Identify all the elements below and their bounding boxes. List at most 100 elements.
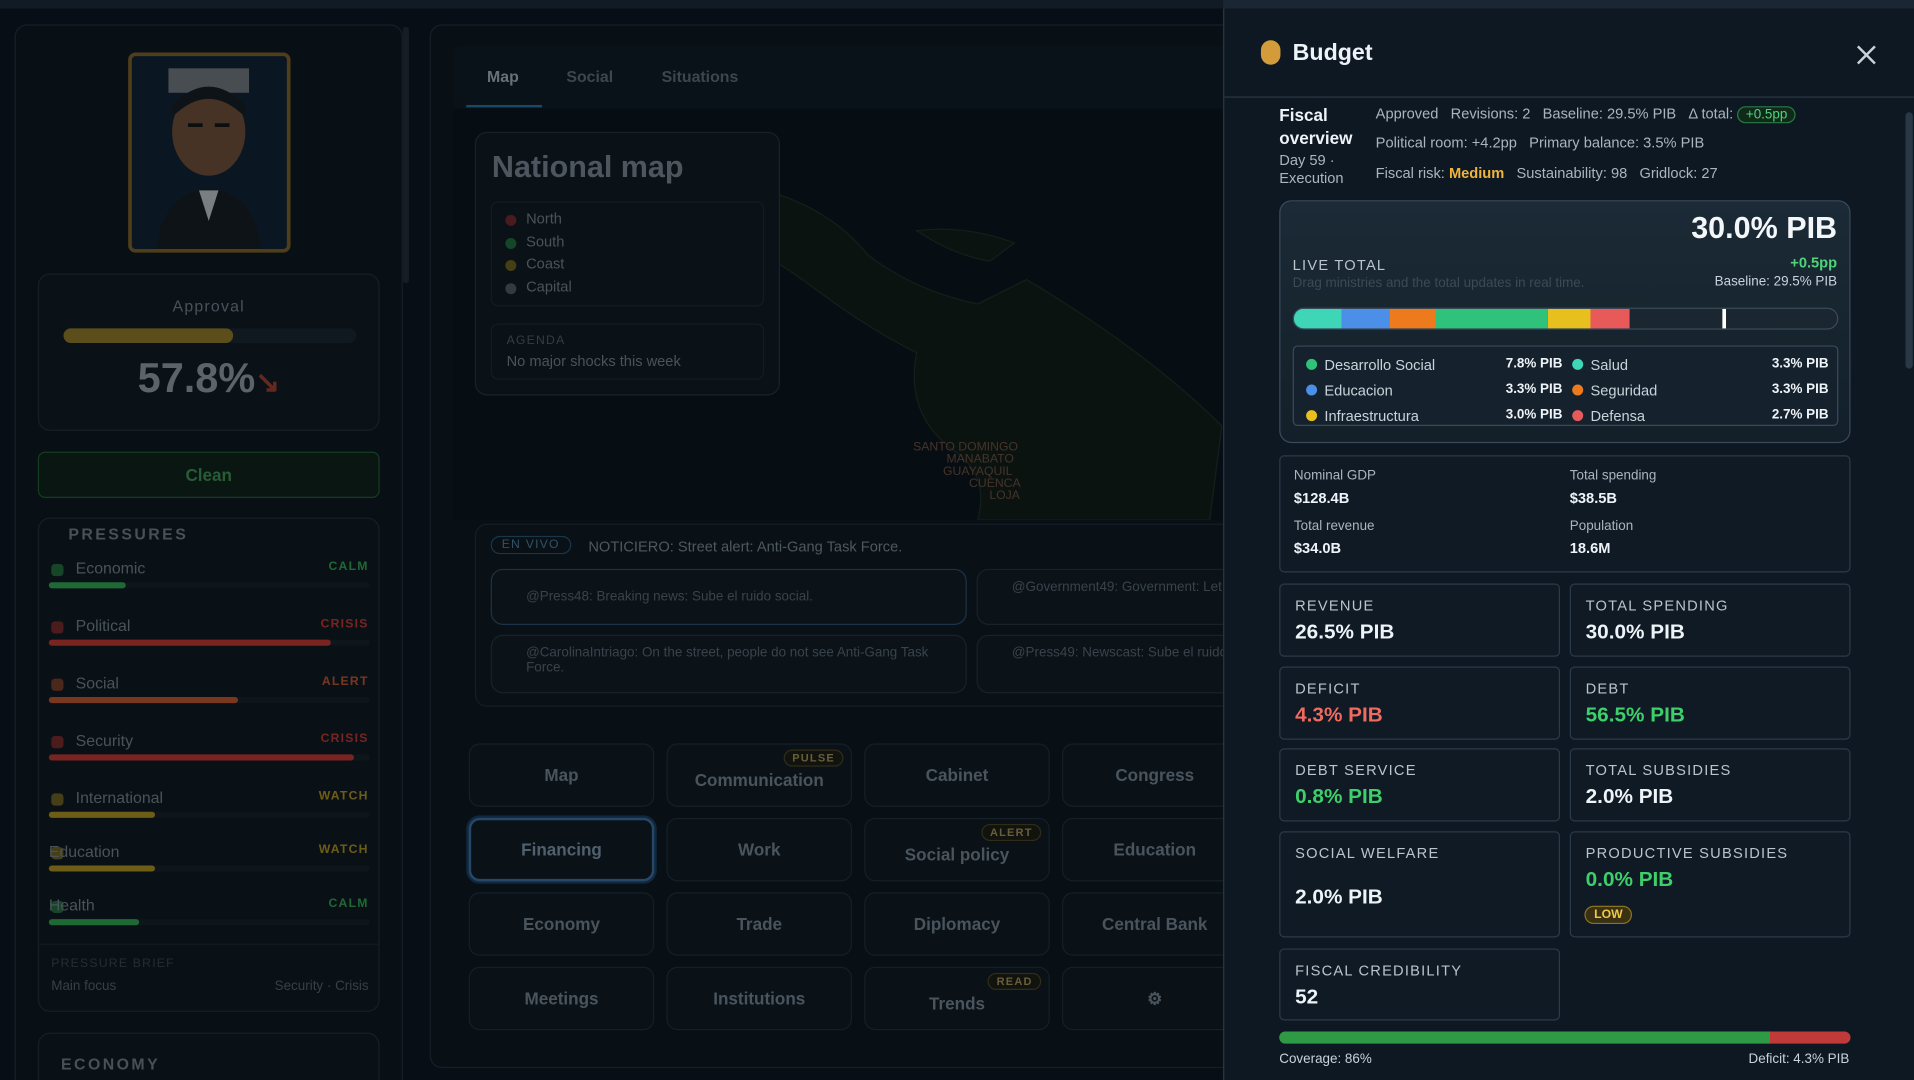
metric-card: PRODUCTIVE SUBSIDIES 0.0% PIB LOW [1569,831,1851,938]
live-baseline: Baseline: 29.5% PIB [1714,274,1838,290]
stat-value: $34.0B [1293,539,1342,557]
news-post[interactable]: @CarolinaIntriago: On the street, people… [490,634,967,694]
scrollbar [402,26,409,284]
metric-card: FISCAL CREDIBILITY 52 [1279,948,1561,1021]
nav-button[interactable]: Financing [468,817,655,882]
ministry-dot [1306,358,1318,370]
metric-value: 4.3% PIB [1295,703,1383,727]
metric-label: PRODUCTIVE SUBSIDIES [1585,844,1789,862]
live-total-value: 30.0% PIB [1691,211,1838,246]
total-marker [1722,308,1726,329]
ministry-value: 3.3% PIB [1505,382,1563,397]
stat-value: $128.4B [1293,489,1350,507]
map-title: National map [491,150,684,185]
pressure-status: WATCH [318,843,369,857]
baseline: Baseline: 29.5% PIB [1542,104,1677,123]
overview-row2: Political room: +4.2pp Primary balance: … [1376,134,1705,151]
close-button[interactable] [1854,43,1878,67]
nav-button[interactable]: Cabinet [864,743,1050,807]
stat-value: 18.6M [1569,539,1611,557]
metric-card: SOCIAL WELFARE 2.0% PIB [1279,831,1561,938]
nav-button[interactable]: Economy [468,892,655,956]
pressure-bar [48,865,155,872]
tab[interactable]: Social [566,67,614,86]
nav-label: ⚙ [1147,988,1163,1008]
pressure-status: ALERT [321,675,369,689]
approved: Approved [1375,104,1439,123]
allocation-segment [1341,308,1389,329]
map-label: LOJA [989,489,1020,503]
nav-button[interactable]: Meetings [468,966,655,1031]
approval-bar [63,328,233,344]
nav-button[interactable]: Central Bank [1061,892,1248,956]
pressure-track [48,865,370,872]
ministry-dot [1572,358,1584,370]
map-shapes [720,181,1223,521]
nav-button[interactable]: Social policy ALERT [864,817,1050,882]
approval-label: Approval [172,296,245,315]
budget-icon [1260,40,1281,65]
stat-label: Total revenue [1293,518,1375,534]
legend-dot [505,237,517,249]
metric-value: 2.0% PIB [1295,884,1383,909]
pressure-icon [51,847,64,860]
pressure-bar [48,754,354,761]
pressure-status: CALM [328,560,369,574]
pressure-status: CRISIS [320,732,369,746]
news-post[interactable]: @Press48: Breaking news: Sube el ruido s… [490,568,967,625]
nav-button[interactable]: Work [666,817,853,882]
nav-button[interactable]: Congress [1061,743,1248,807]
pressure-track [48,639,370,646]
nav-label: Central Bank [1102,914,1208,934]
nav-button[interactable]: Communication PULSE [666,743,853,807]
metric-value: 30.0% PIB [1585,620,1685,644]
live-hint: Drag ministries and the total updates in… [1292,275,1585,291]
drawer-header: Budget [1224,9,1914,98]
approval-card: Approval 57.8%↘ [37,273,380,431]
legend-label: North [526,209,562,228]
metric-value: 52 [1295,985,1319,1009]
metric-value: 0.8% PIB [1295,784,1383,809]
nav-label: Financing [521,839,602,860]
metric-card: DEBT SERVICE 0.8% PIB [1279,748,1561,822]
metric-label: FISCAL CREDIBILITY [1295,961,1463,979]
brief: PRESSURE BRIEF Main focus Security · Cri… [39,943,379,1012]
nav-button[interactable]: Trends READ [864,966,1050,1031]
legend-dot [505,260,517,271]
nav-label: Institutions [713,988,806,1009]
ministry-name: Defensa [1590,407,1646,425]
approval-track [63,328,357,344]
overview-day: Day 59 · Execution [1279,151,1344,187]
tab-underline [466,104,542,108]
nav-button[interactable]: Institutions [666,966,853,1031]
nav-button[interactable]: Diplomacy [864,892,1050,956]
agenda-text: No major shocks this week [506,352,681,370]
nav-label: Meetings [524,988,599,1009]
agenda: AGENDA No major shocks this week [490,323,765,380]
overlay[interactable] [0,0,1224,1080]
tab[interactable]: Map [487,67,519,86]
map-label: CUENCA [969,477,1021,491]
metric-value: 56.5% PIB [1585,703,1685,727]
legend-dot [505,282,517,294]
nav-badge: PULSE [783,749,844,767]
metric-value: 0.0% PIB [1585,867,1674,892]
tab[interactable]: Situations [661,67,739,86]
allocation-segment [1293,308,1342,329]
portrait [128,52,291,253]
status-button[interactable]: Clean [37,451,380,499]
pressure-icon [51,736,64,749]
nav-button[interactable]: Education [1061,817,1248,882]
ministry-name: Desarrollo Social [1324,356,1436,374]
ministry-name: Educacion [1324,382,1393,400]
brief-label: Main focus [51,978,117,994]
news-card: EN VIVO NOTICIERO: Street alert: Anti-Ga… [474,523,1331,707]
ministry-dot [1572,384,1584,396]
budget-drawer: Budget Fiscal overview Day 59 · Executio… [1223,8,1914,1080]
nav-button[interactable]: Map [468,743,655,807]
main-panel: National map North South Coast Capital AGEN… [429,24,1331,1069]
live-delta: +0.5pp [1790,253,1838,271]
sidebar: Approval 57.8%↘ Clean PRESSURES PRESSURE… [14,24,403,1080]
nav-button[interactable]: Trade [666,892,853,956]
pressure-name: Health [48,895,95,915]
